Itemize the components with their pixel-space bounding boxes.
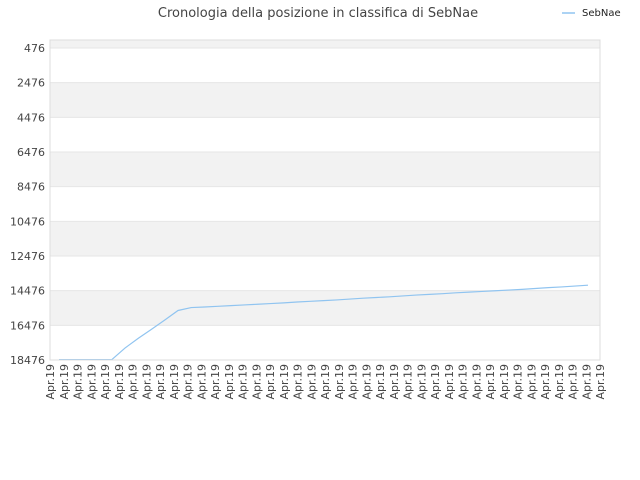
y-tick-label: 10476 <box>10 215 45 228</box>
x-tick-label: Apr.19 <box>168 364 181 400</box>
x-tick-label: Apr.19 <box>182 364 195 400</box>
band <box>50 152 600 187</box>
band <box>50 325 600 360</box>
x-tick-label: Apr.19 <box>154 364 167 400</box>
x-tick-label: Apr.19 <box>553 364 566 400</box>
x-tick-label: Apr.19 <box>113 364 126 400</box>
x-tick-label: Apr.19 <box>237 364 250 400</box>
x-tick-label: Apr.19 <box>209 364 222 400</box>
x-tick-label: Apr.19 <box>250 364 263 400</box>
x-tick-label: Apr.19 <box>374 364 387 400</box>
series-line-sebnae <box>59 284 589 361</box>
x-tick-label: Apr.19 <box>195 364 208 400</box>
x-tick-label: Apr.19 <box>278 364 291 400</box>
x-tick-label: Apr.19 <box>72 364 85 400</box>
x-tick-label: Apr.19 <box>498 364 511 400</box>
band-top <box>50 40 600 48</box>
x-tick-label: Apr.19 <box>470 364 483 400</box>
y-tick-label: 2476 <box>17 77 45 90</box>
x-tick-label: Apr.19 <box>512 364 525 400</box>
x-tick-label: Apr.19 <box>264 364 277 400</box>
x-tick-label: Apr.19 <box>127 364 140 400</box>
x-tick-label: Apr.19 <box>402 364 415 400</box>
y-tick-label: 8476 <box>17 181 45 194</box>
plot-frame <box>49 39 601 361</box>
x-tick-label: Apr.19 <box>388 364 401 400</box>
y-tick-label: 14476 <box>10 285 45 298</box>
x-tick-label: Apr.19 <box>99 364 112 400</box>
x-tick-label: Apr.19 <box>140 364 153 400</box>
x-tick-label: Apr.19 <box>305 364 318 400</box>
series-lines <box>59 284 589 361</box>
x-tick-label: Apr.19 <box>223 364 236 400</box>
x-tick-label: Apr.19 <box>567 364 580 400</box>
x-tick-label: Apr.19 <box>58 364 71 400</box>
x-tick-label: Apr.19 <box>415 364 428 400</box>
x-tick-label: Apr.19 <box>484 364 497 400</box>
x-tick-label: Apr.19 <box>580 364 593 400</box>
x-tick-label: Apr.19 <box>333 364 346 400</box>
band <box>50 186 600 222</box>
y-tick-label: 6476 <box>17 146 45 159</box>
chart-title: Cronologia della posizione in classifica… <box>158 6 478 21</box>
x-tick-label: Apr.19 <box>429 364 442 400</box>
x-axis-ticks: Apr.19 Apr.19 Apr.19 Apr.19 Apr.19 Apr.19 Apr.… <box>44 364 607 400</box>
band <box>50 290 600 326</box>
x-tick-label: Apr.19 <box>443 364 456 400</box>
y-tick-label: 18476 <box>10 354 45 367</box>
background-bands <box>50 40 600 360</box>
x-tick-label: Apr.19 <box>360 364 373 400</box>
chart-legend: SebNae <box>562 8 621 19</box>
y-tick-label: 12476 <box>10 250 45 263</box>
band <box>50 221 600 256</box>
x-tick-label: Apr.19 <box>457 364 470 400</box>
x-tick-label: Apr.19 <box>85 364 98 400</box>
y-axis-ticks: 476 2476 4476 6476 8476 10476 12476 14476 16476 1… <box>10 42 45 367</box>
band <box>50 82 600 118</box>
y-tick-label: 4476 <box>17 111 45 124</box>
x-tick-label: Apr.19 <box>292 364 305 400</box>
x-tick-label: Apr.19 <box>525 364 538 400</box>
y-tick-label: 476 <box>24 42 45 55</box>
band <box>50 256 600 291</box>
x-tick-label: Apr.19 <box>347 364 360 400</box>
x-tick-label: Apr.19 <box>539 364 552 400</box>
x-tick-label: Apr.19 <box>319 364 332 400</box>
legend-label-sebnae: SebNae <box>582 8 621 19</box>
band <box>50 117 600 152</box>
x-tick-label: Apr.19 <box>594 364 607 400</box>
x-tick-label: Apr.19 <box>44 364 57 400</box>
band <box>50 48 600 83</box>
y-tick-label: 16476 <box>10 319 45 332</box>
